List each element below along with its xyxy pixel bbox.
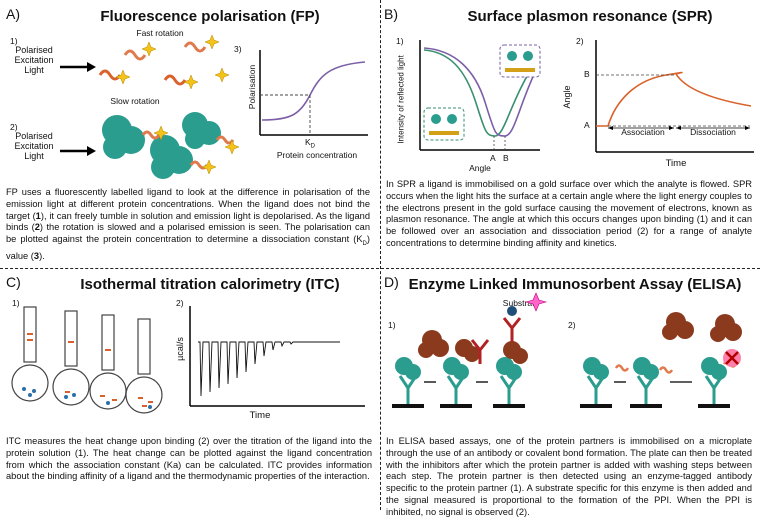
y-axis-label: µcal/s (175, 337, 185, 361)
partner-protein (418, 312, 742, 364)
elisa-description: In ELISA based assays, one of the protei… (386, 436, 752, 517)
itc-description: ITC measures the heat change upon bindin… (6, 436, 372, 482)
step-label: 1) (388, 320, 396, 330)
angle-b-label: B (503, 153, 509, 163)
polarisation-axis-label: Polarisation (247, 64, 257, 110)
step-label: 1) (396, 36, 404, 46)
no-signal-icon (723, 349, 741, 367)
panel-itc: C) Isothermal titration calorimetry (ITC… (0, 268, 380, 510)
panel-label: D) (384, 274, 399, 290)
step-label: 3) (234, 44, 242, 54)
substrate-label: Substrate (502, 298, 540, 308)
excitation-label: Polarised Excitation Light (14, 45, 54, 75)
itc-syringe-flasks (11, 306, 163, 414)
microplate (392, 404, 730, 408)
signal-star-icon (524, 292, 548, 312)
fp-binding-curve-chart (259, 50, 368, 136)
inhibitor-ligand (614, 364, 630, 372)
panel-fp: A) Fluorescence polarisation (FP) 1) Pol… (0, 0, 380, 268)
x-axis-label: Time (665, 158, 687, 169)
immobilised-protein (395, 357, 727, 380)
association-label: Association (621, 127, 665, 137)
panel-label: C) (6, 274, 21, 290)
excitation-label: Polarised Excitation Light (14, 131, 54, 161)
x-axis-label: Time (249, 410, 271, 421)
binding-curve (596, 71, 752, 127)
fast-rotation-label: Fast rotation (136, 28, 184, 38)
spr-sensorgram-2 (595, 40, 754, 153)
excitation-arrow (60, 62, 96, 72)
slow-rotation-label: Slow rotation (110, 96, 160, 106)
panel-label: B) (384, 6, 398, 22)
step-label: 2) (10, 122, 18, 132)
inset-bound (499, 44, 541, 78)
panel-elisa: D) Enzyme Linked Immunosorbent Assay (EL… (380, 268, 760, 517)
injection-peaks (198, 341, 340, 397)
detection-antibody (470, 317, 522, 364)
kd-label: KD (304, 137, 315, 150)
protein-dots (22, 387, 152, 409)
step-label: 1) (12, 298, 20, 308)
panel-title: Isothermal titration calorimetry (ITC) (80, 276, 340, 293)
capture-antibody (398, 375, 724, 404)
x-axis-label: Protein concentration (276, 150, 358, 160)
y-axis-label: Intensity of reflected light (396, 55, 406, 144)
angle-a-label: A (490, 153, 496, 163)
curve-bound (423, 47, 541, 137)
y-tick-b: B (584, 69, 590, 79)
ligand-dots (27, 333, 153, 407)
spr-description: In SPR a ligand is immobilised on a gold… (386, 179, 752, 248)
dissociation-label: Dissociation (690, 127, 736, 137)
panel-spr: B) Surface plasmon resonance (SPR) 1) In… (380, 0, 760, 268)
fp-description: FP uses a fluorescently labelled ligand … (6, 187, 371, 261)
inset-unbound (423, 107, 465, 141)
enzyme-tag (507, 306, 517, 316)
curve-unbound (423, 49, 539, 137)
free-ligands-illustration (98, 34, 230, 90)
protein-blob (102, 112, 221, 179)
itc-thermogram (189, 306, 365, 407)
panel-title: Fluorescence polarisation (FP) (100, 8, 320, 25)
step-label: 2) (176, 298, 184, 308)
y-axis-label: Angle (562, 85, 572, 109)
spr-sensorgram-1 (419, 40, 541, 152)
fluorophore-star-icon (115, 34, 230, 90)
panel-title: Enzyme Linked Immunosorbent Assay (ELISA… (408, 276, 742, 293)
excitation-arrow (60, 146, 96, 156)
step-label: 2) (568, 320, 576, 330)
inhibitor-ligand (658, 366, 674, 374)
elisa-workflow-illustration (392, 292, 742, 408)
sigmoid-curve (261, 61, 366, 121)
x-axis-label: Angle (469, 163, 491, 173)
fluorophore-star-icon (153, 125, 240, 175)
step-label: 2) (576, 36, 584, 46)
divider-vertical (380, 0, 381, 510)
bound-complexes-illustration (102, 112, 240, 179)
y-tick-a: A (584, 120, 590, 130)
panel-label: A) (6, 6, 20, 22)
step-label: 1) (10, 36, 18, 46)
ligand-group (98, 41, 207, 86)
panel-title: Surface plasmon resonance (SPR) (467, 8, 713, 25)
